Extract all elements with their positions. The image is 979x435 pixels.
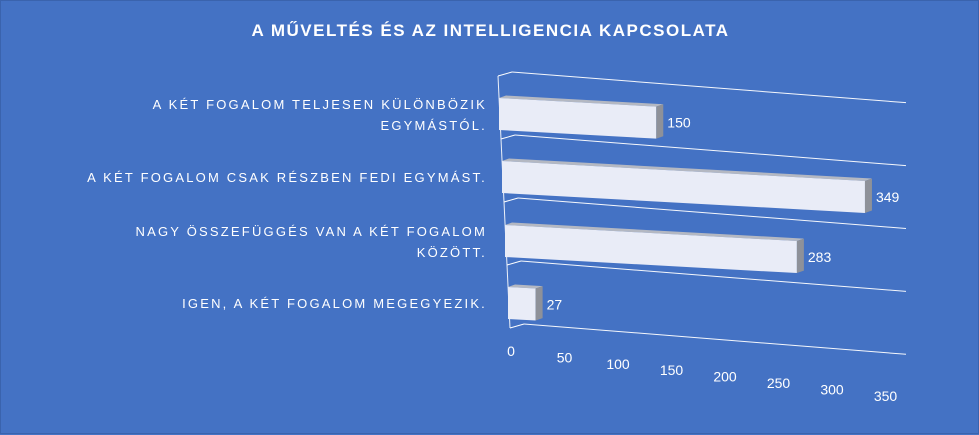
data-label: 349 [876,189,900,205]
gridline [511,71,907,104]
gridline-tick [506,260,522,266]
x-tick-label: 50 [557,349,573,365]
bar [499,98,657,139]
x-tick-label: 250 [767,375,791,391]
gridline-tick [509,323,525,329]
x-tick-label: 300 [820,381,844,397]
x-tick-label: 0 [507,343,515,359]
bar-top [499,95,664,107]
bar-side [535,286,543,321]
bar [502,161,865,213]
bar-side [864,178,872,213]
category-label: A KÉT FOGALOM TELJESEN KÜLÖNBÖZIK [153,97,487,112]
bar [508,287,536,321]
chart-title: A MŰVELTÉS ÉS AZ INTELLIGENCIA KAPCSOLAT… [251,21,730,40]
bar-side [656,104,664,139]
bar-side [796,238,804,274]
category-label: NAGY ÖSSZEFÜGGÉS VAN A KÉT FOGALOM [136,224,487,239]
gridline-tick [500,134,516,140]
bar-top [505,222,804,242]
gridline [520,260,907,292]
gridline-tick [497,71,513,77]
category-label: A KÉT FOGALOM CSAK RÉSZBEN FEDI EGYMÁST. [87,170,487,185]
x-tick-label: 150 [660,362,684,378]
x-tick-label: 200 [713,369,737,385]
category-label: IGEN, A KÉT FOGALOM MEGEGYEZIK. [182,296,487,311]
gridline [523,323,907,355]
bar-top [508,284,543,289]
data-label: 150 [667,115,691,131]
category-label: KÖZÖTT. [417,245,487,260]
gridline [514,134,907,167]
x-tick-label: 100 [606,356,630,372]
category-label: EGYMÁSTÓL. [380,118,487,133]
data-label: 27 [547,297,563,313]
bar-top [502,158,872,181]
data-label: 283 [808,249,832,265]
x-tick-label: 350 [874,388,898,404]
gridline [517,197,907,229]
gridline-tick [503,197,519,203]
bar [505,225,797,274]
